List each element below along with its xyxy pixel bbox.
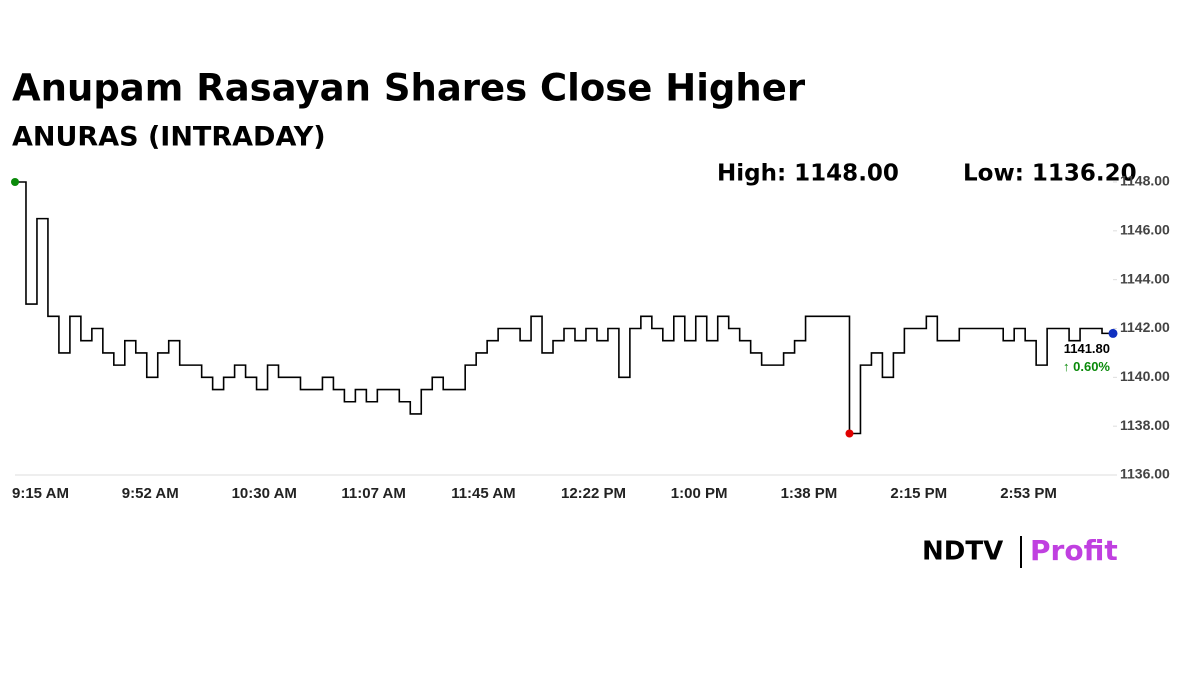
x-tick-label: 11:45 AM [451,485,515,502]
end-dot [1108,328,1118,338]
x-tick-label: 9:15 AM [12,485,69,502]
y-tick-label: 1136.00 [1120,466,1170,482]
y-tick-label: 1148.00 [1120,173,1170,189]
x-tick-label: 1:00 PM [671,485,728,502]
x-tick-label: 1:38 PM [781,485,838,502]
y-tick-label: 1142.00 [1120,319,1170,335]
high-label: High: 1148.00 [717,161,899,187]
change: ↑ 0.60% [1063,359,1110,374]
x-tick-label: 2:15 PM [890,485,947,502]
price-line [15,181,1113,435]
last-price: 1141.80 [1064,341,1110,356]
brand: NDTV [922,537,1003,567]
chart-title: Anupam Rasayan Shares Close Higher [12,67,806,110]
x-tick-label: 12:22 PM [561,485,626,502]
brand-sub: Profit [1030,534,1118,567]
x-tick-label: 2:53 PM [1000,485,1057,502]
x-tick-label: 10:30 AM [232,485,297,502]
chart-subtitle: ANURAS (INTRADAY) [12,122,326,153]
x-tick-label: 9:52 AM [122,485,179,502]
y-tick-label: 1140.00 [1120,368,1170,384]
y-tick-label: 1146.00 [1120,222,1170,238]
start-dot [11,178,19,186]
y-tick-label: 1138.00 [1120,417,1170,433]
y-tick-label: 1144.00 [1120,270,1170,286]
x-tick-label: 11:07 AM [341,485,405,502]
low-dot [845,429,854,438]
low-label: Low: 1136.20 [963,161,1137,187]
